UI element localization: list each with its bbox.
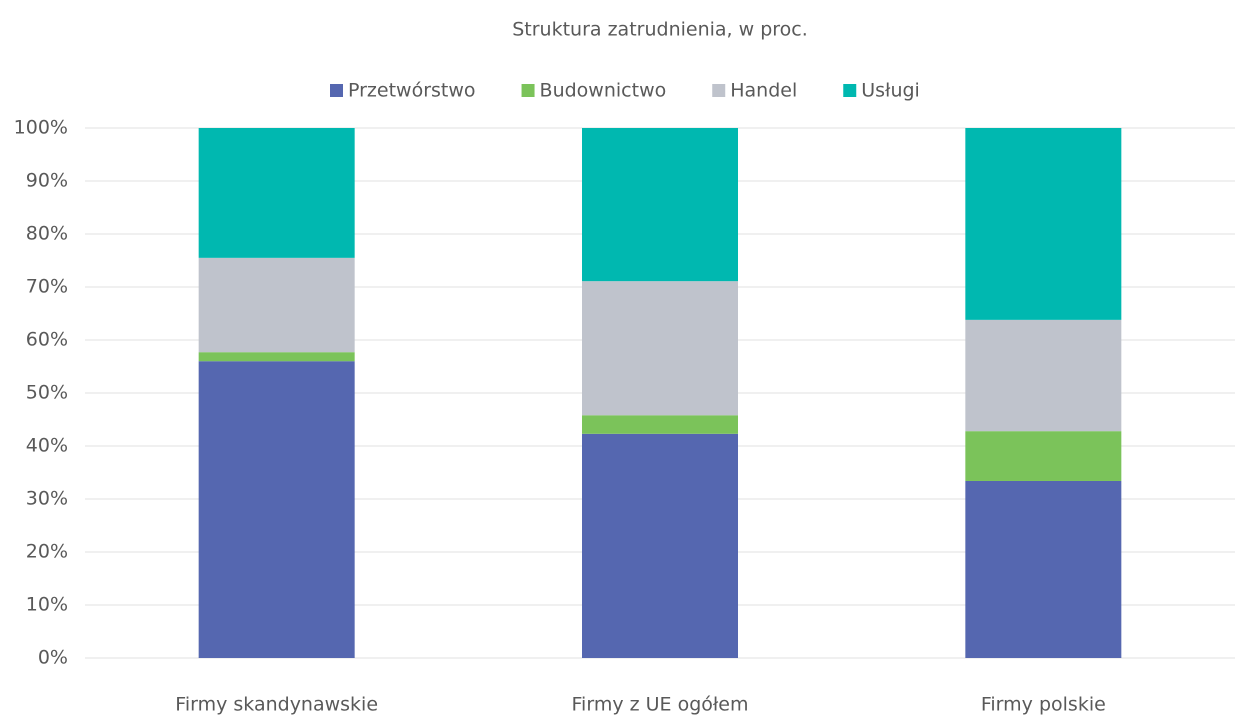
- bar-segment: [582, 415, 738, 434]
- x-tick-label: Firmy skandynawskie: [175, 694, 378, 716]
- bar-segment: [965, 128, 1122, 320]
- y-tick-label: 40%: [26, 435, 68, 457]
- bar-segment: [198, 352, 355, 362]
- y-tick-label: 80%: [26, 223, 68, 245]
- x-tick-label: Firmy z UE ogółem: [572, 694, 749, 716]
- y-tick-label: 20%: [26, 541, 68, 563]
- bar-segment: [582, 128, 738, 282]
- y-tick-label: 10%: [26, 594, 68, 616]
- legend-swatch: [330, 84, 343, 97]
- bar-segment: [198, 257, 355, 353]
- legend-label: Handel: [730, 80, 797, 102]
- y-tick-label: 100%: [14, 117, 68, 139]
- y-tick-label: 60%: [26, 329, 68, 351]
- bar-segment: [965, 319, 1122, 432]
- chart-title: Struktura zatrudnienia, w proc.: [512, 19, 808, 41]
- bar-segment: [582, 281, 738, 416]
- x-tick-label: Firmy polskie: [981, 694, 1106, 716]
- y-tick-label: 90%: [26, 170, 68, 192]
- bar-segment: [198, 361, 355, 658]
- legend-swatch: [712, 84, 726, 97]
- legend-label: Budownictwo: [540, 80, 667, 102]
- bar-segment: [582, 433, 738, 658]
- y-tick-label: 0%: [38, 647, 68, 669]
- legend-swatch: [521, 84, 535, 97]
- bar-segment: [198, 128, 355, 258]
- y-tick-label: 30%: [26, 488, 68, 510]
- legend-swatch: [843, 84, 857, 97]
- y-tick-label: 50%: [26, 382, 68, 404]
- legend-label: Usługi: [861, 80, 920, 102]
- bar-segment: [965, 431, 1122, 481]
- y-tick-label: 70%: [26, 276, 68, 298]
- legend-label: Przetwórstwo: [348, 80, 476, 102]
- bar-segment: [965, 480, 1122, 658]
